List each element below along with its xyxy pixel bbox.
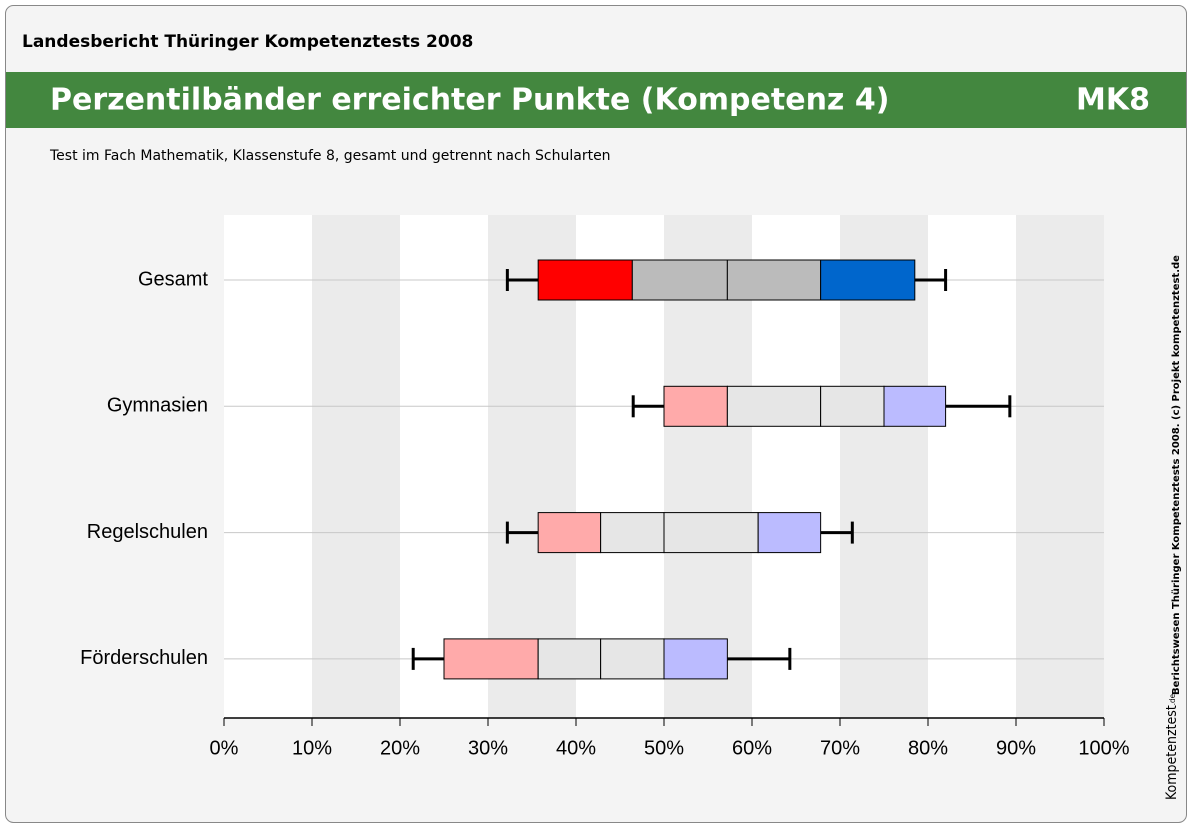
- report-title: Landesbericht Thüringer Kompetenztests 2…: [22, 32, 473, 52]
- x-tick-label: 0%: [210, 737, 239, 759]
- box-segment: [820, 385, 885, 427]
- x-tick-label: 50%: [644, 737, 684, 759]
- box-segment: [631, 259, 728, 301]
- grid-band: [1016, 215, 1104, 718]
- x-tick-label: 10%: [292, 737, 332, 759]
- row-label: Gymnasien: [107, 395, 208, 417]
- code: MK8: [1076, 83, 1150, 118]
- logo-text: Kompetenztest: [1164, 705, 1180, 800]
- x-tick-label: 90%: [996, 737, 1036, 759]
- box-segment: [537, 638, 602, 680]
- box-segment: [820, 259, 916, 301]
- grid-band: [312, 215, 400, 718]
- box-segment: [600, 638, 665, 680]
- x-tick-label: 20%: [380, 737, 420, 759]
- x-tick-label: 80%: [908, 737, 948, 759]
- x-tick-label: 40%: [556, 737, 596, 759]
- x-tick-label: 30%: [468, 737, 508, 759]
- logo-suffix: .de: [1168, 693, 1177, 705]
- box-segment: [537, 259, 633, 301]
- box-segment: [663, 385, 728, 427]
- title-bar: [6, 72, 1186, 128]
- side-note: Berichtswesen Thüringer Kompetenztests 2…: [1171, 255, 1182, 695]
- plot: Gesamt Gymnasien Regelschulen Förderschulen…: [80, 215, 1130, 759]
- row-label: Regelschulen: [87, 521, 208, 543]
- box-segment: [663, 638, 728, 680]
- row-label: Gesamt: [138, 268, 208, 290]
- x-tick-label: 100%: [1078, 737, 1129, 759]
- box-segment: [883, 385, 947, 427]
- box-segment: [537, 512, 602, 554]
- subtitle: Test im Fach Mathematik, Klassenstufe 8,…: [49, 148, 611, 164]
- box-segment: [443, 638, 539, 680]
- box-segment: [600, 512, 665, 554]
- box-segment: [726, 385, 822, 427]
- box-segment: [726, 259, 822, 301]
- row-label: Förderschulen: [80, 647, 208, 669]
- x-tick-label: 70%: [820, 737, 860, 759]
- box-segment: [663, 512, 759, 554]
- chart-title: Perzentilbänder erreichter Punkte (Kompe…: [50, 83, 889, 118]
- x-tick-label: 60%: [732, 737, 772, 759]
- box-segment: [757, 512, 822, 554]
- logo: Kompetenztest.de: [1164, 693, 1180, 800]
